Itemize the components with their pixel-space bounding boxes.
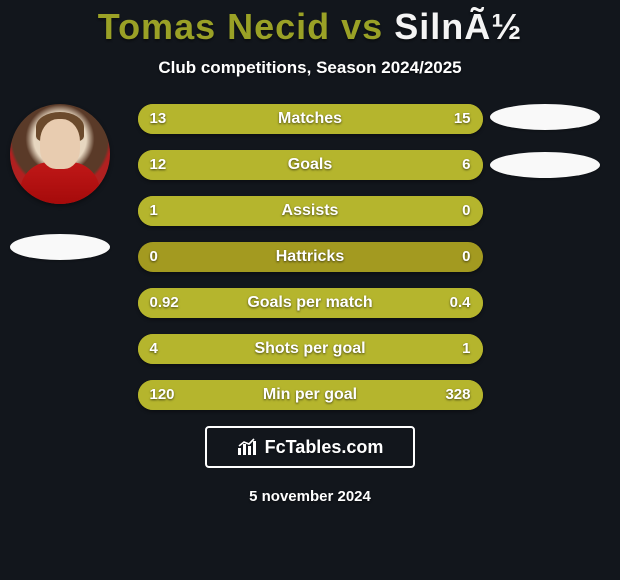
stat-fill-left (138, 334, 414, 364)
stat-label: Hattricks (138, 242, 483, 272)
page-root: Tomas Necid vs SilnÃ½ Club competitions,… (0, 0, 620, 580)
stat-value-left: 1 (150, 196, 158, 226)
player-left-photo (10, 104, 110, 204)
title-vs: vs (330, 6, 394, 47)
stat-row: 1315Matches (138, 104, 483, 134)
stat-fill-left (138, 196, 483, 226)
stat-row: 126Goals (138, 150, 483, 180)
player-right-column (490, 104, 600, 178)
stat-value-left: 12 (150, 150, 167, 180)
stat-row: 41Shots per goal (138, 334, 483, 364)
stat-fill-right (414, 334, 483, 364)
title-player-right: SilnÃ½ (394, 6, 522, 47)
stat-value-left: 0.92 (150, 288, 179, 318)
player-left-face (40, 119, 80, 169)
stat-value-left: 4 (150, 334, 158, 364)
main-area: 1315Matches126Goals10Assists00Hattricks0… (0, 104, 620, 410)
stat-row: 0 0Hattricks (138, 242, 483, 272)
stat-row: 120328Min per goal (138, 380, 483, 410)
brand-chart-icon (237, 438, 259, 456)
stat-value-right: 328 (445, 380, 470, 410)
title-player-left: Tomas Necid (98, 6, 330, 47)
subtitle: Club competitions, Season 2024/2025 (0, 58, 620, 78)
player-right-form-oval-1 (490, 104, 600, 130)
brand-text: FcTables.com (265, 437, 384, 458)
player-left-form-oval (10, 234, 110, 260)
stat-fill-left (138, 150, 369, 180)
stat-value-left: 120 (150, 380, 175, 410)
stat-row: 10Assists (138, 196, 483, 226)
stat-value-left: 13 (150, 104, 167, 134)
stat-value-right: 6 (462, 150, 470, 180)
stat-row: 0.920.4Goals per match (138, 288, 483, 318)
stat-value-left: 0 (150, 242, 158, 272)
stat-bars-container: 1315Matches126Goals10Assists00Hattricks0… (138, 104, 483, 410)
stat-value-right: 0.4 (450, 288, 471, 318)
date-line: 5 november 2024 (0, 488, 620, 505)
stat-value-right: 0 (462, 196, 470, 226)
brand-box[interactable]: FcTables.com (205, 426, 415, 468)
page-title: Tomas Necid vs SilnÃ½ (0, 0, 620, 48)
player-left-column (10, 104, 110, 260)
stat-value-right: 0 (462, 242, 470, 272)
stat-value-right: 1 (462, 334, 470, 364)
player-right-form-oval-2 (490, 152, 600, 178)
stat-value-right: 15 (454, 104, 471, 134)
